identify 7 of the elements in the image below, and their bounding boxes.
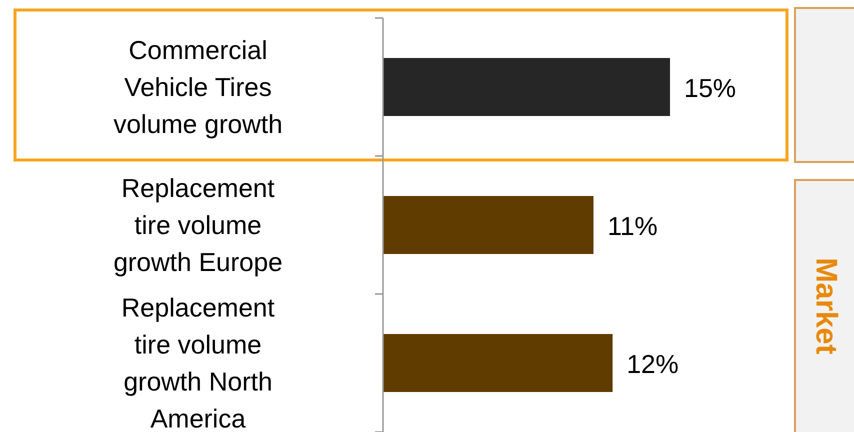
y-tick-label: Replacement tire volume growth Europe	[113, 173, 283, 277]
data-label: 12%	[626, 349, 679, 379]
text: Market	[810, 258, 842, 354]
y-tick-label: Replacement tire volume growth North America	[121, 292, 276, 432]
data-label: 15%	[684, 73, 736, 103]
data-label: 11%	[607, 211, 658, 241]
y-tick-label: Commercial Vehicle Tires volume growth	[113, 35, 283, 139]
